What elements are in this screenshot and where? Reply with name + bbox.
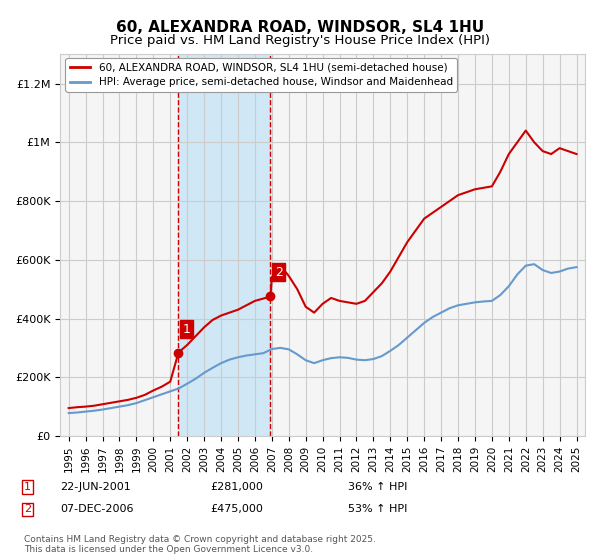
Text: 22-JUN-2001: 22-JUN-2001 xyxy=(60,482,131,492)
Text: 1: 1 xyxy=(24,482,31,492)
Text: 07-DEC-2006: 07-DEC-2006 xyxy=(60,505,133,515)
Text: 2: 2 xyxy=(24,505,31,515)
Text: £475,000: £475,000 xyxy=(210,505,263,515)
Text: 53% ↑ HPI: 53% ↑ HPI xyxy=(348,505,407,515)
Text: Contains HM Land Registry data © Crown copyright and database right 2025.
This d: Contains HM Land Registry data © Crown c… xyxy=(24,535,376,554)
Text: 60, ALEXANDRA ROAD, WINDSOR, SL4 1HU: 60, ALEXANDRA ROAD, WINDSOR, SL4 1HU xyxy=(116,20,484,35)
Text: £281,000: £281,000 xyxy=(210,482,263,492)
Text: 2: 2 xyxy=(275,266,283,279)
Bar xyxy=(178,54,271,436)
Legend: 60, ALEXANDRA ROAD, WINDSOR, SL4 1HU (semi-detached house), HPI: Average price, : 60, ALEXANDRA ROAD, WINDSOR, SL4 1HU (se… xyxy=(65,58,457,91)
Text: 36% ↑ HPI: 36% ↑ HPI xyxy=(348,482,407,492)
Text: Price paid vs. HM Land Registry's House Price Index (HPI): Price paid vs. HM Land Registry's House … xyxy=(110,34,490,46)
Text: 1: 1 xyxy=(182,323,190,336)
